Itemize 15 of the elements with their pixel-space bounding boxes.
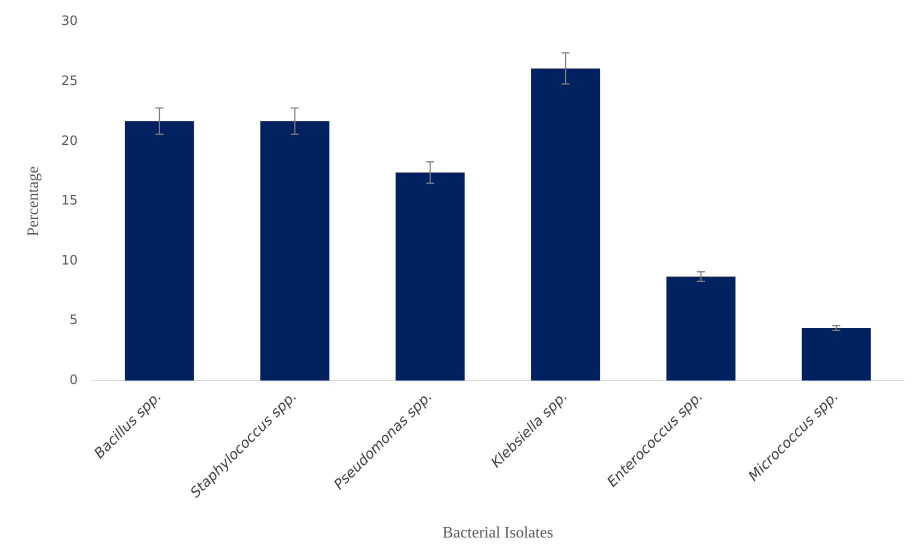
bar	[802, 328, 871, 381]
y-tick-label: 10	[61, 253, 78, 268]
y-tick-label: 25	[61, 74, 78, 89]
x-axis-title: Bacterial Isolates	[442, 524, 554, 542]
y-tick-label: 30	[61, 14, 78, 30]
bar	[396, 172, 465, 381]
y-tick-label: 15	[61, 194, 78, 209]
y-tick-label: 0	[69, 373, 78, 388]
y-axis-title: Percentage	[24, 166, 42, 236]
y-tick-label: 5	[69, 313, 78, 328]
bar	[124, 121, 194, 381]
bar	[531, 68, 600, 381]
y-tick-label: 20	[61, 134, 78, 149]
bar	[260, 121, 330, 381]
bar	[666, 276, 736, 381]
